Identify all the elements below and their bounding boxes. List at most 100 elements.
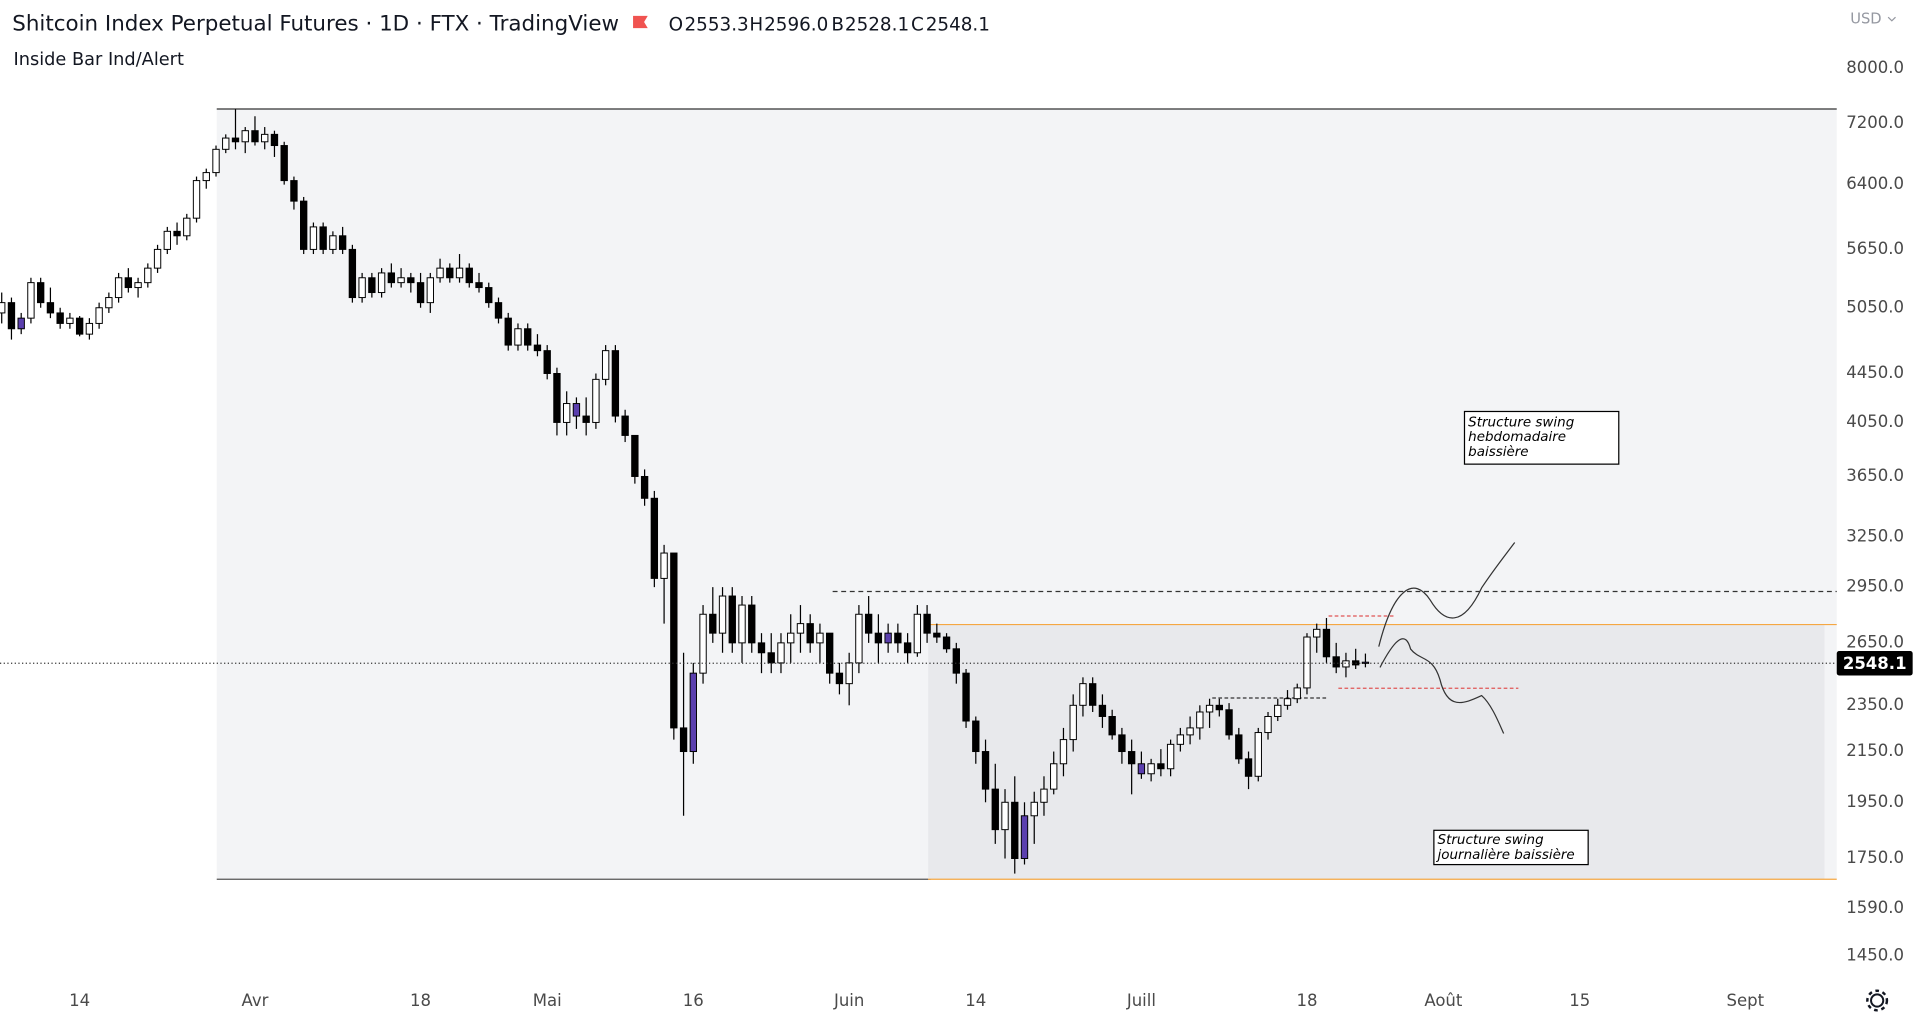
indicator-name: Inside Bar Ind/Alert bbox=[13, 50, 184, 70]
candle-body bbox=[1342, 660, 1350, 668]
candle-body bbox=[75, 317, 84, 335]
candle-body bbox=[650, 497, 659, 579]
candle-body bbox=[582, 415, 590, 423]
candle-body bbox=[231, 137, 240, 143]
annotation: Structure swing bbox=[1438, 832, 1545, 848]
candle-body bbox=[95, 307, 103, 324]
candle-body bbox=[923, 613, 931, 634]
candle-body bbox=[1137, 763, 1146, 775]
x-tick-label: Août bbox=[1424, 991, 1463, 1010]
candle-body bbox=[114, 277, 123, 299]
last-price-label: 2548.1 bbox=[1843, 654, 1907, 673]
y-tick-label: 6400.0 bbox=[1846, 174, 1904, 193]
candles bbox=[0, 109, 1370, 874]
candle-body bbox=[85, 322, 94, 335]
candle-body bbox=[397, 277, 405, 284]
candle-body bbox=[874, 632, 883, 644]
x-tick-label: Avr bbox=[242, 991, 269, 1010]
ohlc-value: 2596.0 bbox=[764, 15, 828, 36]
candle-body bbox=[689, 672, 697, 753]
candle-body bbox=[387, 272, 396, 284]
candle-body bbox=[407, 277, 415, 284]
x-tick-label: 14 bbox=[69, 991, 90, 1010]
y-tick-label: 2650.0 bbox=[1846, 632, 1904, 651]
candle-body bbox=[183, 217, 191, 237]
candle-body bbox=[884, 632, 892, 644]
scenario-up bbox=[1378, 542, 1516, 647]
candle-body bbox=[1254, 732, 1262, 777]
y-tick-label: 4050.0 bbox=[1846, 412, 1904, 431]
candle-body bbox=[348, 248, 357, 299]
candle-body bbox=[640, 475, 649, 499]
candle-body bbox=[485, 287, 493, 304]
candle-body bbox=[251, 130, 259, 143]
candle-body bbox=[1225, 709, 1233, 736]
candle-body bbox=[1205, 704, 1214, 713]
candle-body bbox=[0, 302, 6, 314]
x-tick-label: 18 bbox=[410, 991, 431, 1010]
ohlc-prefix: C bbox=[911, 15, 924, 36]
candle-body bbox=[27, 282, 35, 319]
candle-body bbox=[1293, 687, 1301, 700]
annotation: hebdomadaire bbox=[1468, 429, 1566, 445]
currency[interactable]: USD bbox=[1850, 11, 1881, 28]
candle-body bbox=[1303, 636, 1311, 689]
ohlc-prefix: H bbox=[749, 15, 763, 36]
x-tick-label: 14 bbox=[965, 991, 986, 1010]
candle-body bbox=[17, 317, 25, 330]
x-tick-label: 16 bbox=[683, 991, 704, 1010]
candle-body bbox=[309, 226, 318, 250]
candle-body bbox=[1079, 683, 1087, 706]
candle-body bbox=[1098, 704, 1107, 717]
candle-body bbox=[933, 632, 941, 638]
candle-body bbox=[261, 133, 269, 143]
candle-body bbox=[864, 613, 873, 634]
candle-body bbox=[37, 282, 45, 304]
candle-body bbox=[1196, 711, 1204, 729]
candle-body bbox=[173, 230, 181, 237]
y-tick-label: 1750.0 bbox=[1846, 848, 1904, 867]
annotation: journalière baissière bbox=[1436, 847, 1575, 863]
candle-body bbox=[1283, 698, 1292, 706]
candle-body bbox=[679, 727, 688, 753]
flag-icon bbox=[633, 15, 648, 29]
y-tick-label: 4450.0 bbox=[1846, 363, 1904, 382]
candle-body bbox=[767, 652, 775, 664]
candle-body bbox=[952, 648, 960, 674]
settings-icon[interactable] bbox=[1866, 989, 1889, 1012]
candle-body bbox=[981, 751, 990, 790]
candle-body bbox=[300, 200, 308, 250]
y-tick-label: 1590.0 bbox=[1846, 898, 1904, 917]
currency-caret[interactable] bbox=[1887, 16, 1896, 22]
y-tick-label: 2350.0 bbox=[1846, 695, 1904, 714]
candle-body bbox=[446, 267, 454, 279]
y-tick-label: 5050.0 bbox=[1846, 297, 1904, 316]
candle-body bbox=[972, 720, 980, 753]
candle-body bbox=[1127, 751, 1136, 765]
candle-body bbox=[942, 636, 951, 650]
y-tick-label: 2150.0 bbox=[1846, 741, 1904, 760]
candle-body bbox=[1011, 801, 1019, 860]
ohlc-value: 2553.3 bbox=[684, 15, 748, 36]
scenario-down bbox=[1379, 638, 1505, 734]
candle-body bbox=[338, 235, 347, 250]
y-tick-label: 5650.0 bbox=[1846, 239, 1904, 258]
candle-body bbox=[436, 267, 444, 279]
candle-body bbox=[163, 230, 171, 250]
candle-body bbox=[1089, 683, 1097, 706]
candle-body bbox=[748, 604, 756, 644]
candle-body bbox=[826, 632, 834, 674]
candle-body bbox=[718, 595, 727, 634]
candle-body bbox=[153, 248, 162, 269]
candle-body bbox=[757, 642, 766, 654]
candle-body bbox=[416, 282, 425, 304]
y-tick-label: 1450.0 bbox=[1846, 946, 1904, 965]
annotation-box bbox=[1433, 829, 1589, 866]
candle-body bbox=[426, 277, 434, 304]
candle-body bbox=[1176, 734, 1185, 745]
candle-body bbox=[290, 180, 298, 202]
candle-body bbox=[280, 145, 288, 182]
candle-body bbox=[105, 297, 113, 309]
candle-body bbox=[134, 282, 142, 289]
candle-body bbox=[329, 235, 337, 250]
